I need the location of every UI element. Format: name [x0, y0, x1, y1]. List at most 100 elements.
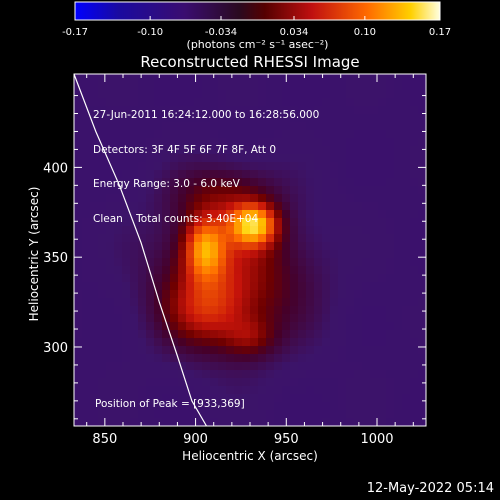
heatmap-cell [394, 106, 403, 115]
heatmap-cell [154, 402, 163, 411]
heatmap-cell [250, 122, 259, 131]
heatmap-cell [378, 242, 387, 251]
heatmap-cell [250, 250, 259, 259]
heatmap-cell [122, 258, 131, 267]
heatmap-cell [130, 370, 139, 379]
heatmap-cell [226, 186, 235, 195]
heatmap-cell [122, 394, 131, 403]
heatmap-cell [226, 298, 235, 307]
heatmap-cell [370, 210, 379, 219]
heatmap-cell [138, 306, 147, 315]
heatmap-cell [258, 98, 267, 107]
heatmap-cell [146, 306, 155, 315]
heatmap-cell [298, 210, 307, 219]
heatmap-cell [410, 386, 419, 395]
heatmap-cell [170, 290, 179, 299]
heatmap-cell [122, 346, 131, 355]
heatmap-cell [394, 234, 403, 243]
heatmap-cell [178, 234, 187, 243]
heatmap-cell [378, 138, 387, 147]
annotation-clean-counts: Clean Total counts: 3.40E+04 [93, 212, 259, 225]
heatmap-cell [242, 418, 251, 426]
colorbar-tick-label: 0.034 [280, 27, 309, 38]
heatmap-cell [138, 226, 147, 235]
heatmap-cell [258, 74, 267, 83]
heatmap-cell [202, 402, 211, 411]
heatmap-cell [266, 250, 275, 259]
heatmap-cell [106, 314, 115, 323]
heatmap-cell [370, 274, 379, 283]
annotation-detectors: Detectors: 3F 4F 5F 6F 7F 8F, Att 0 [93, 143, 277, 156]
heatmap-cell [218, 322, 227, 331]
heatmap-cell [202, 258, 211, 267]
heatmap-cell [162, 322, 171, 331]
heatmap-cell [82, 298, 91, 307]
heatmap-cell [418, 378, 426, 387]
heatmap-cell [282, 362, 291, 371]
heatmap-cell [354, 250, 363, 259]
heatmap-cell [106, 122, 115, 131]
heatmap-cell [170, 154, 179, 163]
heatmap-cell [258, 154, 267, 163]
heatmap-cell [146, 106, 155, 115]
heatmap-cell [298, 202, 307, 211]
heatmap-cell [178, 298, 187, 307]
heatmap-cell [122, 74, 131, 83]
heatmap-cell [394, 178, 403, 187]
heatmap-cell [98, 354, 107, 363]
heatmap-cell [346, 90, 355, 99]
heatmap-cell [290, 234, 299, 243]
heatmap-cell [226, 194, 235, 203]
heatmap-cell [154, 146, 163, 155]
heatmap-cell [138, 370, 147, 379]
heatmap-cell [378, 250, 387, 259]
heatmap-cell [410, 362, 419, 371]
heatmap-cell [290, 346, 299, 355]
heatmap-cell [226, 274, 235, 283]
heatmap-cell [106, 394, 115, 403]
heatmap-cell [370, 90, 379, 99]
heatmap-cell [338, 170, 347, 179]
heatmap-cell [74, 242, 83, 251]
heatmap-cell [106, 170, 115, 179]
heatmap-cell [178, 314, 187, 323]
heatmap-cell [282, 138, 291, 147]
heatmap-cell [314, 402, 323, 411]
heatmap-cell [250, 314, 259, 323]
heatmap-cell [354, 266, 363, 275]
heatmap-cell [338, 346, 347, 355]
heatmap-cell [314, 130, 323, 139]
heatmap-cell [322, 322, 331, 331]
heatmap-cell [306, 82, 315, 91]
heatmap-cell [154, 330, 163, 339]
heatmap-cell [282, 146, 291, 155]
heatmap-cell [298, 98, 307, 107]
heatmap-cell [162, 354, 171, 363]
heatmap-cell [258, 258, 267, 267]
heatmap-cell [114, 138, 123, 147]
heatmap-cell [74, 258, 83, 267]
heatmap-cell [154, 290, 163, 299]
heatmap-cell [114, 282, 123, 291]
heatmap-cell [282, 226, 291, 235]
heatmap-cell [402, 178, 411, 187]
annotation-block: 27-Jun-2011 16:24:12.000 to 16:28:56.000… [93, 87, 319, 237]
heatmap-cell [154, 258, 163, 267]
heatmap-cell [242, 130, 251, 139]
heatmap-cell [378, 178, 387, 187]
heatmap-cell [378, 98, 387, 107]
heatmap-cell [138, 138, 147, 147]
heatmap-cell [106, 378, 115, 387]
heatmap-cell [226, 290, 235, 299]
heatmap-cell [114, 154, 123, 163]
heatmap-cell [410, 154, 419, 163]
x-axis-label: Heliocentric X (arcsec) [182, 449, 318, 463]
heatmap-cell [74, 162, 83, 171]
heatmap-cell [418, 114, 426, 123]
heatmap-cell [186, 74, 195, 83]
heatmap-cell [346, 122, 355, 131]
heatmap-cell [362, 410, 371, 419]
heatmap-cell [282, 266, 291, 275]
heatmap-cell [146, 266, 155, 275]
heatmap-cell [138, 346, 147, 355]
